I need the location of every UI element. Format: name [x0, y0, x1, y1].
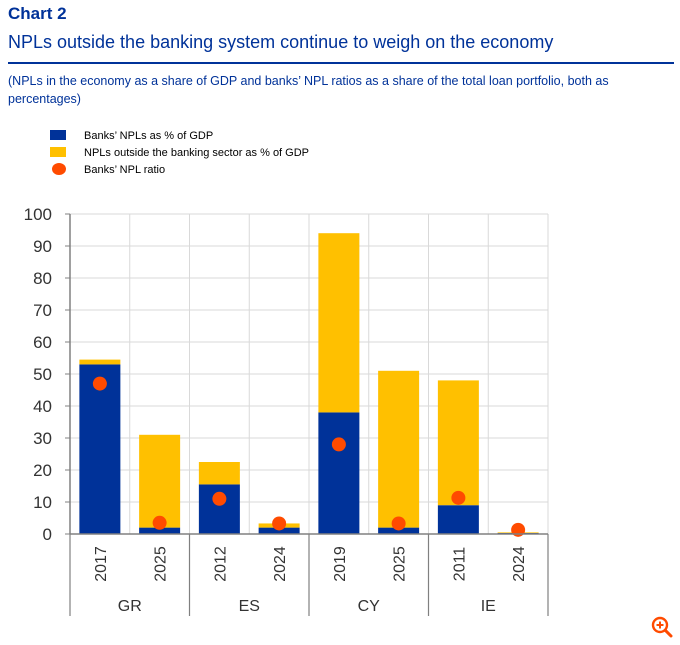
- bar-banks-npls: [437, 505, 479, 534]
- y-tick-label: 70: [33, 301, 52, 320]
- legend-swatch-yellow: [50, 147, 66, 157]
- x-group-label: CY: [358, 598, 381, 615]
- bar-outside-npls: [318, 233, 360, 413]
- bar-outside-npls: [198, 462, 240, 485]
- dot-npl-ratio: [331, 437, 346, 452]
- y-tick-label: 30: [33, 429, 52, 448]
- legend-item-npl-ratio: Banks’ NPL ratio: [50, 163, 309, 180]
- legend-label: NPLs outside the banking sector as % of …: [84, 147, 310, 159]
- y-tick-label: 40: [33, 397, 52, 416]
- y-tick-label: 10: [33, 493, 52, 512]
- x-tick-label: 2017: [93, 546, 110, 582]
- x-group-label: ES: [239, 598, 260, 615]
- bar-banks-npls: [258, 527, 300, 534]
- bar-banks-npls: [139, 527, 181, 534]
- chart-subtitle: (NPLs in the economy as a share of GDP a…: [8, 74, 609, 106]
- bar-outside-npls: [79, 359, 121, 365]
- y-tick-label: 0: [43, 525, 52, 544]
- dot-npl-ratio: [152, 515, 167, 530]
- dot-npl-ratio: [391, 516, 406, 531]
- legend-label: Banks’ NPLs as % of GDP: [84, 130, 214, 142]
- dot-npl-ratio: [451, 490, 466, 505]
- legend-swatch-blue: [50, 130, 66, 140]
- bar-outside-npls: [139, 434, 181, 528]
- x-tick-label: 2011: [451, 547, 468, 582]
- bar-outside-npls: [378, 370, 420, 528]
- x-tick-label: 2025: [392, 546, 409, 582]
- bar-banks-npls: [318, 412, 360, 534]
- bar-banks-npls: [378, 527, 420, 534]
- legend-item-outside-npls: NPLs outside the banking sector as % of …: [50, 146, 309, 163]
- legend-swatch-orange-dot: [52, 163, 66, 175]
- y-tick-label: 80: [33, 269, 52, 288]
- bar-outside-npls: [437, 380, 479, 506]
- x-tick-label: 2024: [511, 546, 528, 582]
- y-tick-label: 100: [24, 205, 52, 224]
- y-tick-label: 90: [33, 237, 52, 256]
- chart-label: Chart 2: [8, 4, 67, 23]
- title-divider: [8, 62, 674, 64]
- y-tick-label: 50: [33, 365, 52, 384]
- legend-item-banks-npls: Banks’ NPLs as % of GDP: [50, 129, 309, 146]
- x-tick-label: 2024: [272, 546, 289, 582]
- y-tick-label: 20: [33, 461, 52, 480]
- dot-npl-ratio: [212, 491, 227, 506]
- chart-title: NPLs outside the banking system continue…: [8, 32, 554, 52]
- bar-banks-npls: [79, 364, 121, 534]
- x-group-label: IE: [481, 598, 496, 615]
- dot-npl-ratio: [92, 376, 107, 391]
- x-tick-label: 2025: [153, 546, 170, 582]
- legend-label: Banks’ NPL ratio: [84, 164, 166, 176]
- y-tick-label: 60: [33, 333, 52, 352]
- x-tick-label: 2019: [332, 546, 349, 582]
- legend: Banks’ NPLs as % of GDP NPLs outside the…: [50, 129, 309, 180]
- dot-npl-ratio: [272, 516, 287, 531]
- zoom-in-icon[interactable]: [650, 615, 674, 639]
- x-tick-label: 2012: [212, 546, 229, 582]
- x-group-label: GR: [118, 598, 142, 615]
